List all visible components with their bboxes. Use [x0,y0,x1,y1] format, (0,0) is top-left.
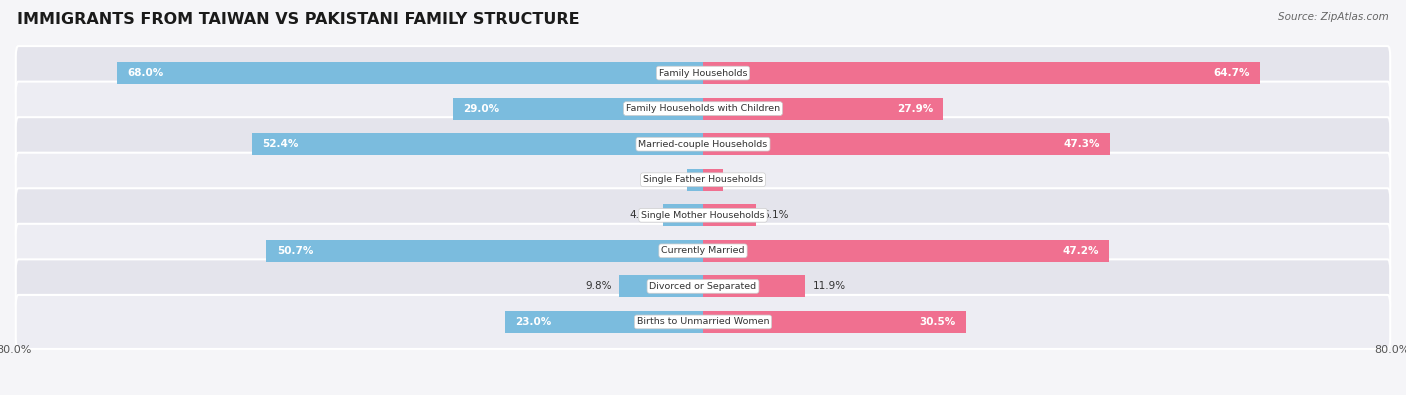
Bar [703,169,723,191]
Text: 52.4%: 52.4% [262,139,298,149]
FancyBboxPatch shape [15,46,1391,100]
Bar [703,62,1260,84]
Bar [505,311,703,333]
Text: 64.7%: 64.7% [1213,68,1250,78]
FancyBboxPatch shape [15,153,1391,207]
Text: Family Households with Children: Family Households with Children [626,104,780,113]
Text: IMMIGRANTS FROM TAIWAN VS PAKISTANI FAMILY STRUCTURE: IMMIGRANTS FROM TAIWAN VS PAKISTANI FAMI… [17,12,579,27]
Bar [688,169,703,191]
Bar [703,240,1109,262]
Bar [252,133,703,155]
Text: 68.0%: 68.0% [128,68,165,78]
Text: 9.8%: 9.8% [585,281,612,292]
Bar [453,98,703,120]
Bar [619,275,703,297]
FancyBboxPatch shape [15,295,1391,349]
Text: Married-couple Households: Married-couple Households [638,140,768,149]
FancyBboxPatch shape [15,82,1391,135]
Bar [703,275,806,297]
FancyBboxPatch shape [15,260,1391,313]
Text: 50.7%: 50.7% [277,246,314,256]
Text: 23.0%: 23.0% [515,317,551,327]
Text: Single Mother Households: Single Mother Households [641,211,765,220]
Text: 1.8%: 1.8% [654,175,681,185]
Text: Currently Married: Currently Married [661,246,745,255]
Legend: Immigrants from Taiwan, Pakistani: Immigrants from Taiwan, Pakistani [571,391,835,395]
FancyBboxPatch shape [15,188,1391,242]
Text: Source: ZipAtlas.com: Source: ZipAtlas.com [1278,12,1389,22]
Text: 30.5%: 30.5% [920,317,955,327]
Text: 29.0%: 29.0% [464,103,499,114]
Bar [117,62,703,84]
Text: Family Households: Family Households [659,69,747,77]
Bar [703,98,943,120]
Text: Divorced or Separated: Divorced or Separated [650,282,756,291]
Text: 47.3%: 47.3% [1063,139,1099,149]
Text: 6.1%: 6.1% [762,210,789,220]
Bar [703,204,755,226]
FancyBboxPatch shape [15,117,1391,171]
Text: Births to Unmarried Women: Births to Unmarried Women [637,318,769,326]
Text: 4.7%: 4.7% [628,210,655,220]
Text: 27.9%: 27.9% [897,103,934,114]
Bar [662,204,703,226]
Text: 47.2%: 47.2% [1063,246,1099,256]
Bar [703,133,1111,155]
Bar [703,311,966,333]
Text: Single Father Households: Single Father Households [643,175,763,184]
Text: 11.9%: 11.9% [813,281,845,292]
Bar [266,240,703,262]
FancyBboxPatch shape [15,224,1391,278]
Text: 2.3%: 2.3% [730,175,756,185]
